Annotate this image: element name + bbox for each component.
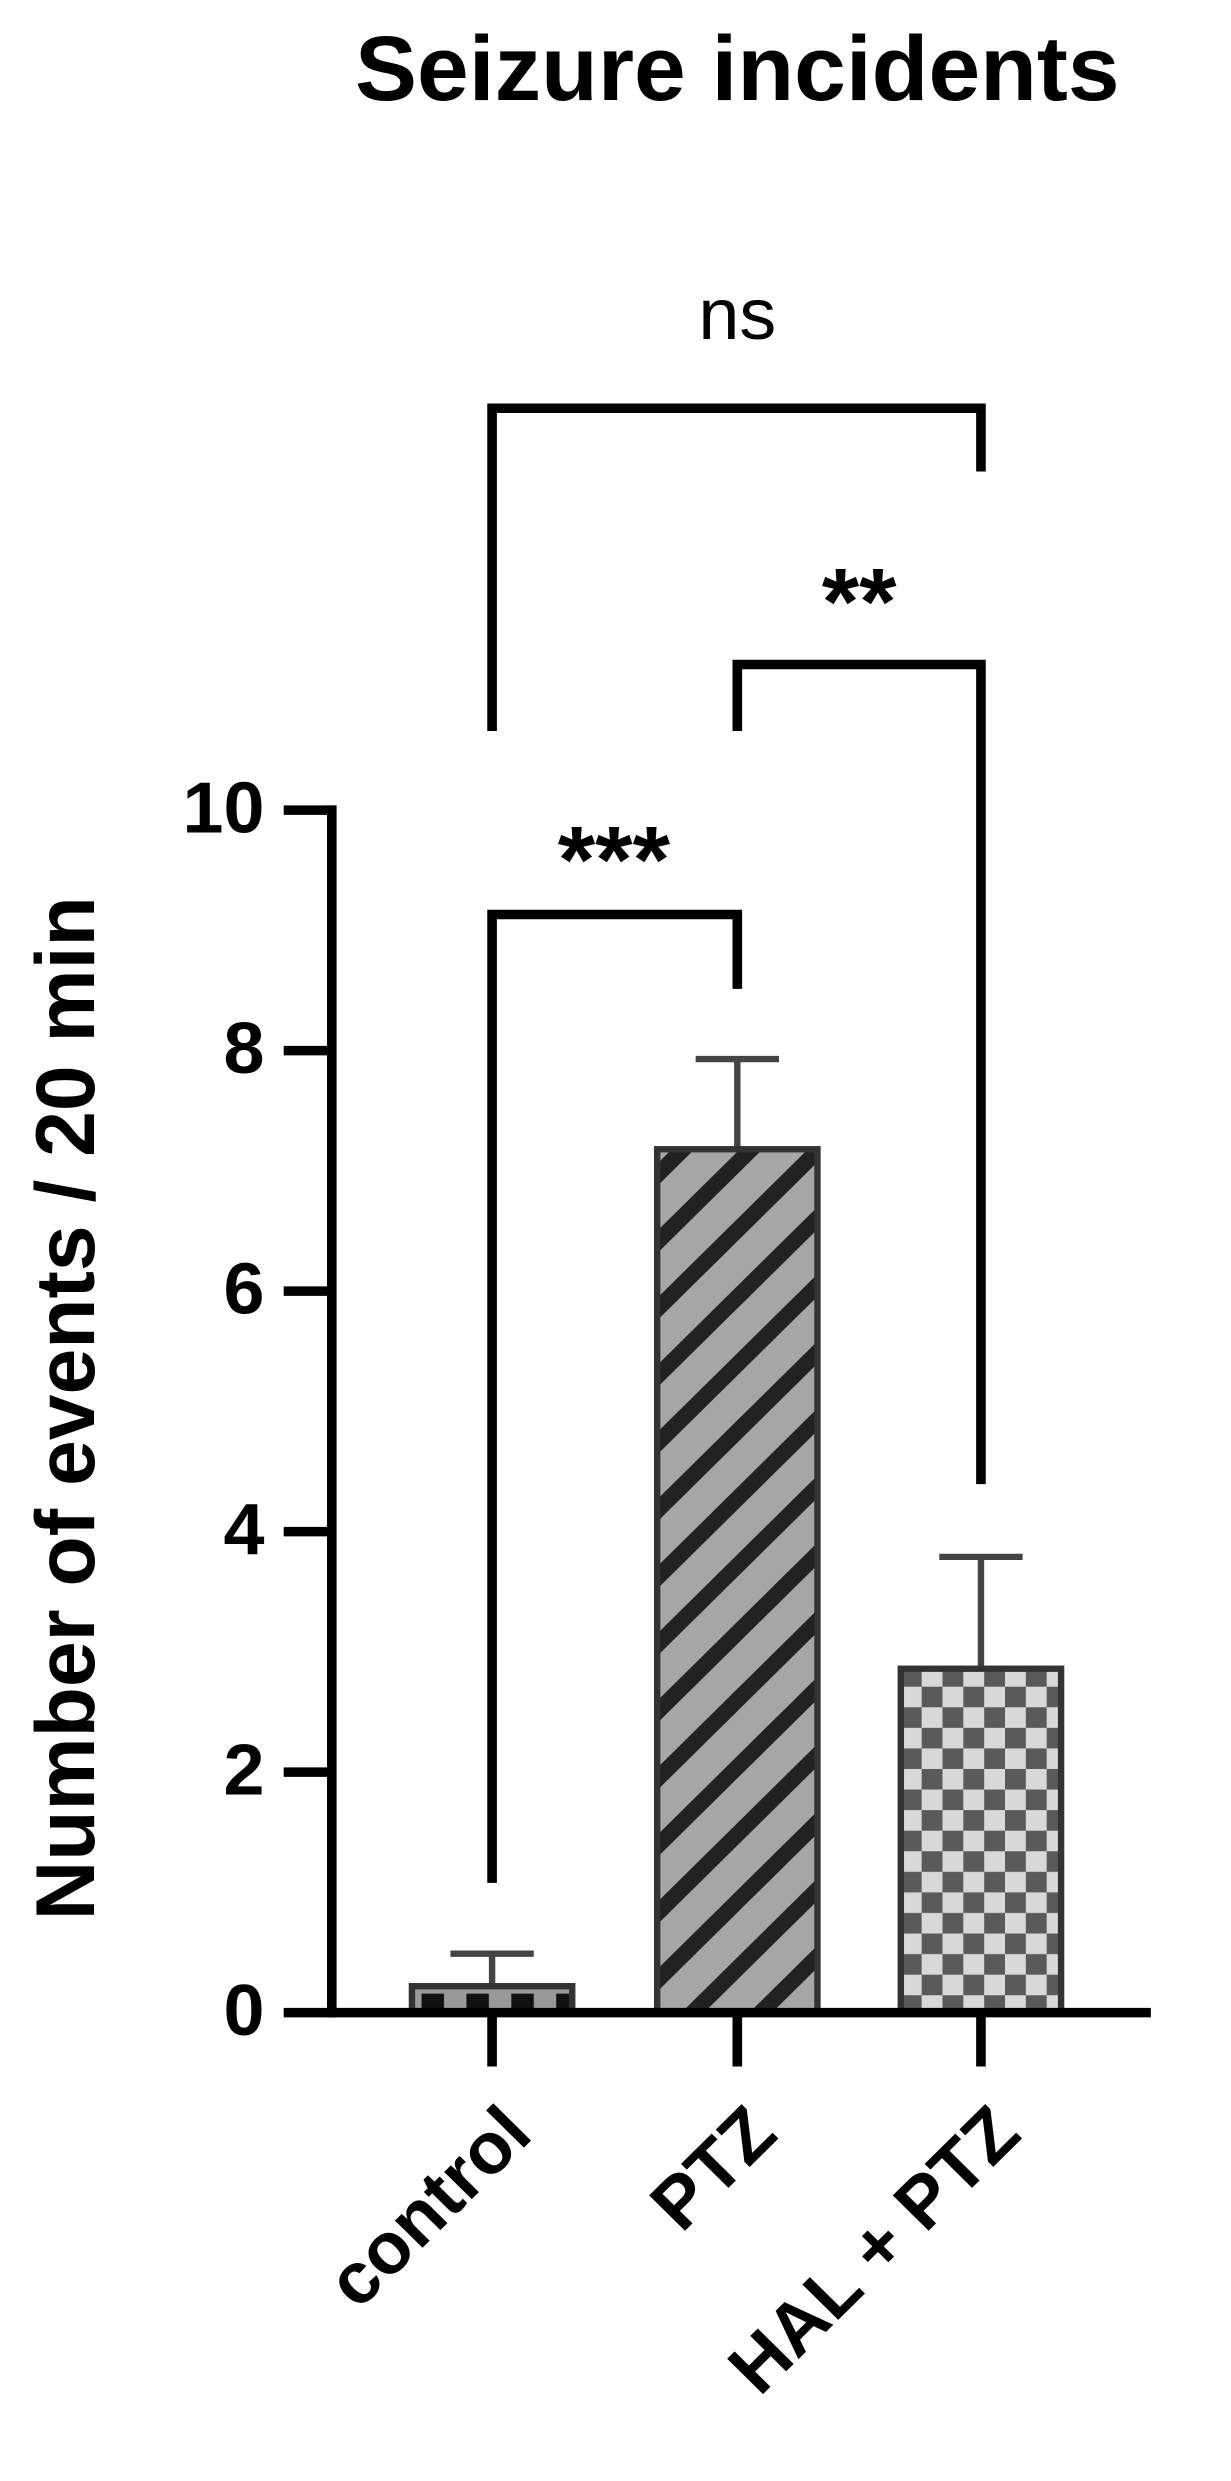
- y-tick-label: 4: [223, 1488, 264, 1569]
- annotation: **: [822, 550, 898, 655]
- x-tick-label: PTZ: [635, 2091, 792, 2246]
- bracket: [732, 659, 986, 1485]
- bar: [897, 1665, 1065, 2016]
- y-axis-title: Number of events / 20 min: [19, 896, 113, 1920]
- y-tick-label: 10: [182, 767, 264, 848]
- bracket: [487, 909, 743, 1883]
- y-tick-label: 2: [223, 1729, 264, 1810]
- x-tick-label: control: [311, 2091, 546, 2323]
- y-tick-label: 8: [223, 1007, 264, 1088]
- annotation: ns: [698, 273, 776, 354]
- bracket: [487, 403, 986, 732]
- annotation: ***: [558, 808, 671, 913]
- y-tick-label: 6: [223, 1248, 264, 1329]
- bar: [653, 1146, 821, 2016]
- chart-title: Seizure incidents: [355, 17, 1120, 120]
- y-tick-label: 0: [223, 1969, 264, 2050]
- significance-brackets: [487, 403, 986, 1883]
